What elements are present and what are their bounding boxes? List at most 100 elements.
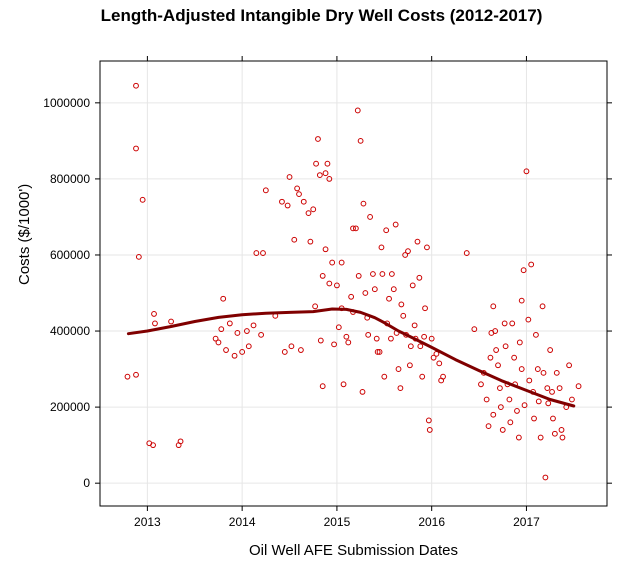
data-point bbox=[359, 388, 366, 395]
y-tick-label: 400000 bbox=[50, 324, 90, 338]
data-point bbox=[296, 191, 302, 198]
data-point bbox=[215, 339, 222, 346]
data-point bbox=[428, 335, 435, 342]
data-point bbox=[523, 168, 530, 175]
data-point bbox=[534, 366, 541, 372]
data-point bbox=[507, 419, 514, 426]
data-point bbox=[549, 388, 555, 395]
data-point bbox=[525, 316, 532, 323]
data-point bbox=[550, 415, 556, 422]
x-tick-label: 2016 bbox=[418, 515, 445, 529]
data-point bbox=[553, 369, 560, 376]
smooth-curve bbox=[126, 307, 576, 408]
data-point bbox=[436, 360, 443, 367]
data-point bbox=[168, 318, 174, 325]
data-point bbox=[511, 354, 518, 361]
data-point bbox=[501, 320, 508, 327]
data-point bbox=[231, 352, 238, 359]
data-point bbox=[260, 250, 266, 256]
data-point bbox=[406, 362, 413, 369]
data-point bbox=[298, 347, 304, 353]
data-point bbox=[422, 305, 428, 312]
data-point bbox=[151, 311, 157, 317]
data-point bbox=[313, 160, 319, 167]
data-point bbox=[388, 271, 395, 277]
data-point bbox=[305, 210, 312, 217]
data-point bbox=[334, 282, 340, 289]
data-point bbox=[463, 250, 470, 256]
data-point bbox=[381, 373, 388, 380]
data-point bbox=[483, 396, 490, 403]
data-point bbox=[492, 328, 499, 334]
data-point bbox=[286, 174, 293, 180]
data-point bbox=[331, 341, 337, 348]
data-point bbox=[262, 187, 269, 194]
data-point bbox=[531, 415, 537, 422]
data-point bbox=[355, 272, 362, 279]
data-point bbox=[493, 347, 500, 353]
data-point bbox=[426, 427, 433, 433]
data-point bbox=[416, 274, 423, 281]
data-point bbox=[373, 335, 380, 342]
data-point bbox=[502, 343, 509, 350]
data-point bbox=[425, 417, 432, 424]
data-point bbox=[566, 362, 572, 369]
data-point bbox=[520, 267, 527, 274]
data-point bbox=[547, 347, 554, 353]
chart-title: Length-Adjusted Intangible Dry Well Cost… bbox=[100, 6, 543, 25]
x-tick-label: 2015 bbox=[324, 515, 351, 529]
data-point bbox=[397, 385, 404, 391]
data-point bbox=[521, 402, 528, 409]
data-point bbox=[362, 290, 369, 296]
smooth-line bbox=[126, 307, 576, 408]
y-tick-label: 0 bbox=[83, 476, 90, 490]
data-point bbox=[485, 423, 492, 430]
data-point bbox=[487, 354, 494, 361]
data-point bbox=[135, 253, 142, 260]
data-point bbox=[409, 282, 416, 289]
data-point bbox=[386, 295, 392, 302]
data-point bbox=[239, 349, 246, 355]
data-point bbox=[558, 427, 565, 433]
data-point bbox=[316, 172, 323, 179]
y-tick-label: 800000 bbox=[50, 172, 90, 186]
data-point bbox=[315, 136, 321, 142]
data-point bbox=[575, 383, 582, 390]
data-point bbox=[177, 438, 184, 445]
data-point bbox=[509, 320, 516, 327]
data-point bbox=[537, 434, 544, 441]
y-tick-label: 600000 bbox=[50, 248, 90, 262]
data-point bbox=[291, 236, 298, 243]
data-point bbox=[424, 244, 430, 251]
data-point bbox=[371, 286, 378, 293]
data-point bbox=[335, 324, 342, 331]
data-point bbox=[223, 347, 229, 353]
data-point bbox=[324, 160, 331, 167]
data-point bbox=[419, 373, 426, 380]
axes: 2013 2014 2015 2016 2017 0 200000 400000 600000 8… bbox=[43, 56, 612, 529]
data-point bbox=[284, 202, 291, 209]
grid-lines bbox=[100, 61, 607, 506]
data-point bbox=[374, 349, 381, 355]
data-point bbox=[322, 170, 329, 177]
data-point bbox=[234, 330, 241, 336]
data-point bbox=[518, 366, 525, 372]
data-point bbox=[518, 297, 525, 304]
data-point bbox=[220, 295, 227, 302]
data-point bbox=[556, 385, 563, 391]
y-tick-label: 1000000 bbox=[43, 96, 90, 110]
data-point bbox=[414, 238, 421, 245]
data-point bbox=[357, 137, 364, 144]
data-point bbox=[370, 271, 376, 277]
data-point bbox=[152, 320, 158, 327]
data-point bbox=[383, 227, 390, 234]
data-point bbox=[326, 176, 333, 182]
data-point bbox=[376, 349, 383, 355]
data-point bbox=[430, 354, 437, 361]
data-point bbox=[300, 198, 307, 205]
data-point bbox=[395, 366, 402, 372]
data-point bbox=[367, 214, 373, 220]
data-point bbox=[440, 373, 446, 380]
data-point bbox=[253, 250, 260, 256]
data-point bbox=[343, 333, 350, 340]
